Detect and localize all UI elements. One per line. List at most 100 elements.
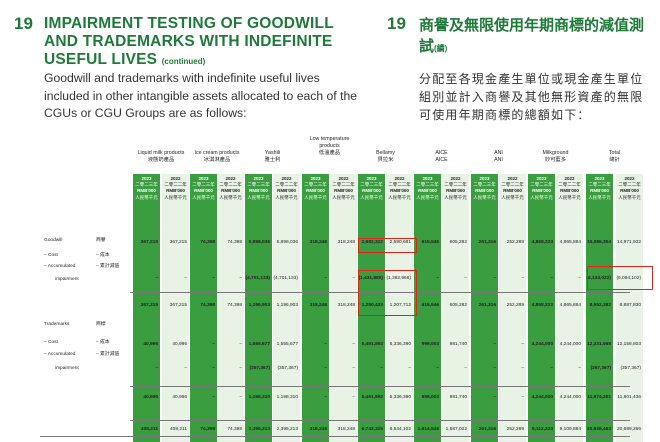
table-cell: 408,211 (170, 427, 187, 432)
row-label: – 累計減值 (96, 352, 120, 357)
table-cell: – (212, 342, 215, 347)
section-number-en: 19 (14, 14, 33, 33)
table-cell: (4,701,133) (273, 276, 298, 281)
table-cell: 40,996 (143, 342, 158, 347)
table-cell: 40,996 (143, 395, 158, 400)
row-label: 商標 (96, 322, 106, 327)
year-header: 2022 二零二二年 RMB'000 人民幣千元 (499, 176, 526, 201)
column-name-zh: 低溫產品 (318, 150, 341, 156)
table-cell: – (324, 395, 327, 400)
year-header-unit: RMB'000 (362, 188, 381, 194)
row-label: – 成本 (96, 253, 110, 258)
year-header-year: 2023 (253, 176, 264, 181)
table-cell: 4,244,000 (559, 395, 581, 400)
table-cell: – (493, 395, 496, 400)
year-header-year-zh: 二零二二年 (332, 182, 355, 188)
year-header-unit-zh: 人民幣千元 (219, 194, 242, 200)
year-header-unit: RMB'000 (166, 188, 185, 194)
row-label: – Cost (44, 340, 58, 345)
table-cell: – (436, 276, 439, 281)
table-cell: 40,996 (172, 342, 187, 347)
table-cell: 14,971,932 (616, 240, 641, 245)
table-cell: 1,555,677 (276, 342, 298, 347)
year-header-year: 2022 (450, 176, 461, 181)
year-header-unit: RMB'000 (590, 188, 609, 194)
year-header-year-zh: 二零二三年 (530, 182, 553, 188)
table-cell: 252,289 (506, 303, 524, 308)
table-cell: 605,282 (449, 240, 467, 245)
table-cell: 318,248 (309, 303, 327, 308)
table-cell: 367,215 (140, 240, 158, 245)
table-cell: 5,336,390 (389, 342, 411, 347)
row-label: Goodwill (44, 238, 63, 243)
highlight-box-total-impairment (587, 266, 653, 290)
table-cell: 6,544,102 (389, 427, 411, 432)
highlight-box-bellamy-headers (358, 238, 417, 253)
year-header-year: 2023 (536, 176, 547, 181)
table-cell: 4,244,000 (531, 395, 553, 400)
year-header-year: 2022 (507, 176, 518, 181)
table-cell: – (184, 276, 187, 281)
table-cell: 1,555,677 (248, 342, 270, 347)
row-label: – Accumulated (44, 264, 76, 269)
table-cell: 74,398 (227, 240, 242, 245)
column-name-zh: 妙可藍多 (544, 157, 567, 163)
year-header-unit: RMB'000 (194, 188, 213, 194)
year-header-year-zh: 二零二二年 (275, 182, 298, 188)
table-cell: – (212, 366, 215, 371)
column-header: Bellamy 貝拉米 (356, 150, 416, 164)
table-cell: 261,316 (478, 427, 496, 432)
year-header-unit-zh: 人民幣千元 (275, 194, 298, 200)
year-header-year-zh: 二零二二年 (558, 182, 581, 188)
column-name-en: ANI (494, 150, 503, 156)
table-cell: 2,395,213 (276, 427, 298, 432)
table-cell: 2,395,213 (248, 427, 270, 432)
table-cell: 318,248 (309, 240, 327, 245)
year-header: 2023 二零二三年 RMB'000 人民幣千元 (358, 176, 385, 201)
year-header-unit-zh: 人民幣千元 (618, 194, 641, 200)
year-header: 2022 二零二二年 RMB'000 人民幣千元 (273, 176, 300, 201)
table-cell: – (239, 395, 242, 400)
year-header: 2022 二零二二年 RMB'000 人民幣千元 (442, 176, 469, 201)
year-header-unit-zh: 人民幣千元 (444, 194, 467, 200)
year-header-year: 2023 (422, 176, 433, 181)
table-cell: 1,250,433 (361, 303, 383, 308)
table-cell: – (155, 276, 158, 281)
year-header-year-zh: 二零二三年 (192, 182, 215, 188)
table-cell: – (578, 276, 581, 281)
highlight-box-bellamy (358, 270, 417, 316)
year-header-unit: RMB'000 (249, 188, 268, 194)
year-header-year: 2022 (624, 176, 635, 181)
intro-en: Goodwill and trademarks with indefinite … (44, 71, 358, 121)
prior-year-band (162, 174, 189, 442)
year-header-unit-zh: 人民幣千元 (135, 194, 158, 200)
rule-line (130, 386, 630, 387)
year-header-unit: RMB'000 (446, 188, 465, 194)
year-header-unit: RMB'000 (306, 188, 325, 194)
year-header-unit: RMB'000 (137, 188, 156, 194)
table-cell: – (239, 342, 242, 347)
table-cell: (1,382,966) (386, 276, 411, 281)
current-year-band (190, 174, 217, 442)
table-cell: 5,491,892 (361, 342, 383, 347)
year-header-unit-zh: 人民幣千元 (164, 194, 187, 200)
year-header-year: 2023 (198, 176, 209, 181)
year-header: 2022 二零二二年 RMB'000 人民幣千元 (217, 176, 244, 201)
column-name-en: Total (608, 150, 621, 156)
column-name-en: AICE (435, 150, 448, 156)
table-cell: 252,289 (506, 427, 524, 432)
table-cell: – (408, 366, 411, 371)
year-header: 2022 二零二二年 RMB'000 人民幣千元 (616, 176, 643, 201)
table-cell: – (464, 276, 467, 281)
year-header-year-zh: 二零二三年 (473, 182, 496, 188)
table-cell: 367,215 (140, 303, 158, 308)
current-year-band (471, 174, 498, 442)
table-cell: 5,336,390 (389, 395, 411, 400)
table-cell: 318,248 (309, 427, 327, 432)
table-cell: 1,198,310 (276, 395, 298, 400)
table-cell: 40,996 (172, 395, 187, 400)
current-year-band (528, 174, 555, 442)
table-cell: – (436, 366, 439, 371)
year-header-unit-zh: 人民幣千元 (388, 194, 411, 200)
table-cell: – (352, 342, 355, 347)
